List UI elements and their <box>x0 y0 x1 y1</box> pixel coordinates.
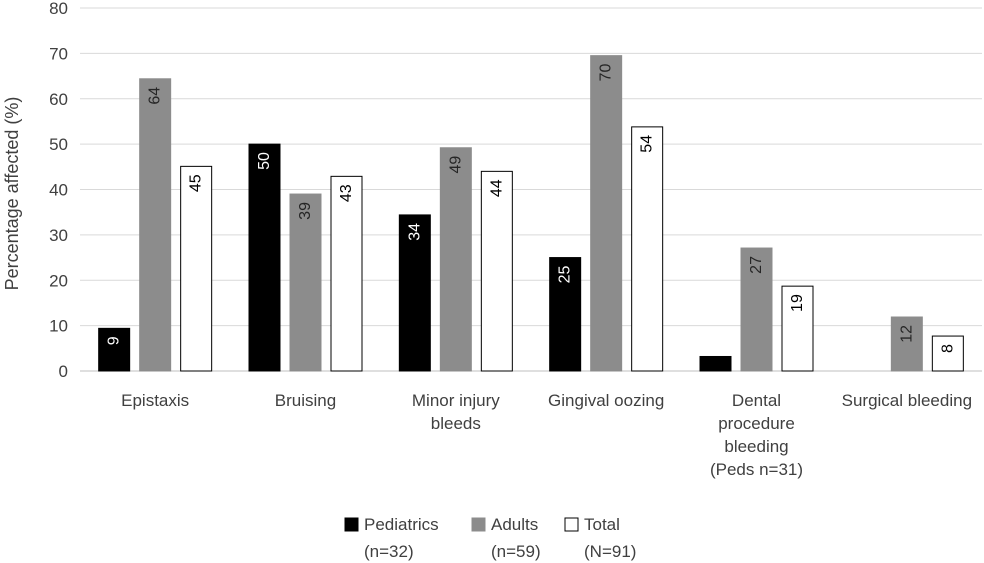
y-tick-label: 30 <box>49 226 68 245</box>
y-tick-label: 20 <box>49 271 68 290</box>
category-label: Minor injury <box>412 391 500 410</box>
y-tick-label: 50 <box>49 135 68 154</box>
data-label: 49 <box>447 156 464 174</box>
gridlines <box>80 7 982 372</box>
data-label: 8 <box>939 344 956 353</box>
bar <box>398 214 431 372</box>
category-label: procedure <box>718 414 795 433</box>
bar <box>549 257 582 372</box>
bar <box>180 165 213 372</box>
x-axis-categories: Epistaxis Bruising Minor injury bleeds Gingi… <box>121 391 972 479</box>
legend-swatch <box>564 517 579 532</box>
bar <box>931 335 964 372</box>
data-label: 34 <box>406 223 423 241</box>
bar <box>890 316 923 372</box>
y-tick-label: 80 <box>49 0 68 18</box>
legend-sublabel: (n=32) <box>364 542 414 561</box>
data-label: 12 <box>898 325 915 343</box>
y-axis-ticks: 0 10 20 30 40 50 60 70 80 <box>49 0 68 381</box>
bar <box>480 170 513 372</box>
category-label: Gingival oozing <box>548 391 664 410</box>
legend-sublabel: (N=91) <box>584 542 636 561</box>
bar <box>330 175 363 372</box>
data-label: 43 <box>338 184 355 202</box>
category-label: (Peds n=31) <box>710 460 803 479</box>
y-tick-label: 40 <box>49 181 68 200</box>
bars <box>98 55 964 372</box>
category-label: Dental <box>732 391 781 410</box>
legend-swatch <box>344 517 359 532</box>
legend-label: Total <box>584 515 620 534</box>
bar <box>631 126 664 372</box>
data-label: 50 <box>256 152 273 170</box>
bar <box>740 247 773 372</box>
legend-label: Pediatrics <box>364 515 439 534</box>
data-label: 27 <box>748 256 765 274</box>
bar <box>289 193 322 372</box>
data-label: 45 <box>188 174 205 192</box>
data-label: 54 <box>639 135 656 153</box>
bar <box>781 285 814 372</box>
y-tick-label: 10 <box>49 317 68 336</box>
category-label: Epistaxis <box>121 391 189 410</box>
y-axis-label: Percentage affected (%) <box>2 97 22 291</box>
category-label: bleeds <box>431 414 481 433</box>
bar <box>248 143 281 372</box>
legend: Pediatrics (n=32) Adults (n=59) Total (N=91) <box>344 515 636 561</box>
bar <box>98 327 131 372</box>
bar <box>439 147 472 372</box>
legend-swatch <box>471 517 486 532</box>
data-label: 44 <box>488 179 505 197</box>
data-label: 9 <box>106 336 123 345</box>
data-label: 70 <box>598 64 615 82</box>
data-label: 25 <box>557 265 574 283</box>
data-label: 64 <box>147 87 164 105</box>
y-tick-label: 70 <box>49 44 68 63</box>
data-label: 19 <box>789 294 806 312</box>
bar <box>590 55 623 372</box>
bar <box>699 355 732 372</box>
category-label: bleeding <box>724 437 788 456</box>
y-tick-label: 0 <box>59 362 68 381</box>
category-label: Bruising <box>275 391 336 410</box>
data-labels: 9 64 45 50 39 43 34 49 44 25 70 54 27 19 12 8 <box>106 64 957 353</box>
legend-sublabel: (n=59) <box>491 542 541 561</box>
legend-label: Adults <box>491 515 538 534</box>
bar <box>139 78 172 372</box>
data-label: 39 <box>297 202 314 220</box>
y-tick-label: 60 <box>49 90 68 109</box>
category-label: Surgical bleeding <box>842 391 972 410</box>
